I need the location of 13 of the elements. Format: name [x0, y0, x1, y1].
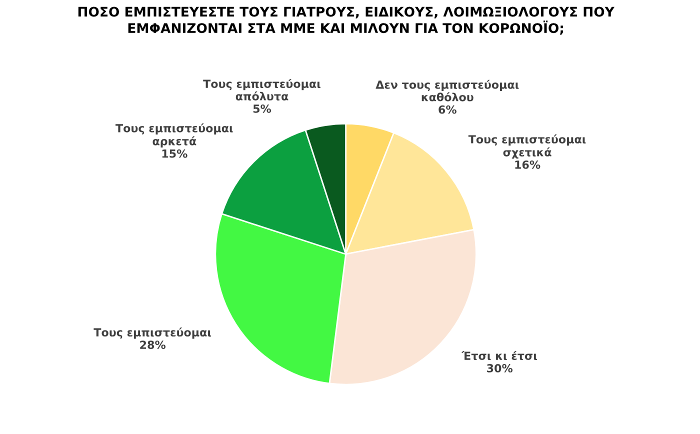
data-label: 6% [438, 105, 456, 114]
data-label: 15% [162, 149, 188, 158]
slice-label: Έτσι κι έτσι [461, 350, 537, 360]
slice-label: Δεν τους εμπιστεύομαι καθόλου [376, 80, 519, 102]
data-label: 5% [253, 104, 272, 113]
data-label: 16% [515, 160, 540, 169]
data-label: 28% [140, 340, 166, 350]
slice-label: Τους εμπιστεύομαι [94, 328, 212, 339]
data-label: 30% [487, 364, 513, 372]
chart-title: ΠΟΣΟ ΕΜΠΙΣΤΕΥΕΣΤΕ ΤΟΥΣ ΓΙΑΤΡΟΥΣ, ΕΙΔΙΚΟΥΣ, ΛΟΙΜΩΞΙΟΛΟΓΟΥΣ ΠΟΥ ΕΜΦΑΝΙΖΟΝΤΑΙ ΣΤΑ ΜΜΕ ΚΑΙ ΜΙΛΟΥΝ ΓΙΑ ΤΟΝ ΚΟΡΩΝΟΪΟ; [78, 6, 615, 35]
slice-label: Τους εμπιστεύομαι απόλυτα [203, 78, 320, 101]
slice-label: Τους εμπιστεύομαι σχετικά [468, 134, 586, 159]
slice-label: Τους εμπιστεύομαι αρκετά [116, 123, 233, 148]
